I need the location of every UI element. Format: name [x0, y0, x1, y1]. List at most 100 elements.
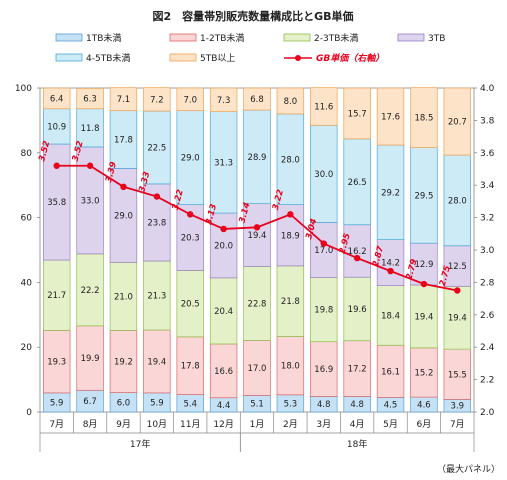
- data-label: 11.6: [314, 102, 333, 112]
- y-tick-label: 80: [21, 149, 33, 159]
- segment-labels: 5.9 19.3 21.7 35.8 10.9 6.4 6.7 19.9 22.2 33.0 11.…: [47, 94, 467, 411]
- data-label: 21.0: [114, 292, 133, 302]
- data-label: 29.5: [414, 191, 433, 201]
- y2-tick-label: 3.0: [480, 246, 495, 256]
- legend-swatch: [55, 53, 83, 62]
- bar-segment: [243, 87, 271, 111]
- data-label: 6.8: [250, 95, 264, 105]
- bar-segment: [410, 347, 438, 398]
- y-tick-label: 20: [21, 343, 33, 353]
- chart-title: 図2 容量帯別販売数量構成比とGB単価: [152, 9, 353, 23]
- bar-segment: [410, 87, 438, 148]
- y2-tick-label: 2.0: [480, 408, 495, 418]
- data-label: 10.9: [47, 122, 66, 132]
- data-label: 6.0: [117, 398, 131, 408]
- data-label: 19.8: [314, 306, 333, 316]
- data-label: 17.0: [314, 246, 333, 256]
- bar-segment: [143, 260, 171, 331]
- bar-segment: [209, 87, 238, 113]
- data-label: 19.6: [348, 305, 367, 315]
- data-label: 7.3: [217, 96, 231, 106]
- data-label: 3.9: [451, 402, 465, 412]
- data-label: 19.9: [81, 354, 100, 364]
- data-label: 7.1: [117, 95, 131, 105]
- legend-swatch: [55, 33, 83, 42]
- legend-label-gb: GB単価（右軸）: [316, 53, 384, 64]
- data-label: 20.4: [214, 307, 233, 317]
- data-label: 15.2: [414, 368, 433, 378]
- x-tick-label: 6月: [417, 419, 432, 430]
- data-label: 23.8: [147, 218, 166, 228]
- data-label: 20.3: [181, 234, 200, 244]
- x-tick-label: 7月: [450, 419, 465, 430]
- bar-segment: [42, 330, 71, 394]
- y2-tick-label: 2.2: [480, 376, 494, 386]
- bar-segment: [209, 277, 238, 345]
- year-label: 17年: [130, 438, 150, 450]
- data-label: 5.9: [150, 398, 164, 408]
- gb-line: 3.52 3.523.39 3.333.223.13 3.143.223.042.95…: [37, 140, 461, 294]
- data-label: 19.4: [414, 312, 433, 322]
- legend-swatch: [397, 33, 425, 42]
- data-label: 21.8: [281, 297, 300, 307]
- data-label: 6.7: [83, 397, 97, 407]
- bar-segment: [343, 276, 371, 342]
- legend-label: 1-2TB未満: [200, 32, 244, 44]
- data-label: 15.7: [348, 109, 367, 119]
- x-tick-label: 1月: [250, 419, 265, 430]
- x-tick-label: 3月: [316, 419, 331, 430]
- data-label: 19.4: [147, 357, 166, 367]
- bar-segment: [376, 344, 405, 398]
- bar-segment: [42, 87, 71, 110]
- legend-label: 2-3TB未満: [314, 32, 358, 44]
- bar-segment: [343, 340, 371, 397]
- data-label: 17.6: [381, 113, 400, 123]
- bar-segment: [42, 259, 71, 331]
- bar-segment: [410, 242, 438, 286]
- gb-point: [187, 211, 194, 218]
- bar-segment: [109, 261, 138, 331]
- legend-marker: [295, 55, 301, 61]
- data-label: 18.9: [281, 231, 300, 241]
- data-label: 20.0: [214, 241, 233, 251]
- data-label: 19.4: [448, 314, 467, 324]
- bar-segment: [176, 87, 204, 112]
- bar-segment: [209, 212, 238, 279]
- data-label: 16.2: [348, 247, 367, 257]
- legend-swatch: [283, 33, 311, 42]
- data-label: 4.8: [350, 400, 364, 410]
- bar-segment: [243, 203, 271, 267]
- data-label: 6.3: [83, 95, 97, 105]
- data-label: 7.2: [150, 95, 164, 105]
- bar-segment: [176, 270, 204, 338]
- y2-tick-label: 4.0: [480, 84, 495, 94]
- gb-point: [120, 183, 127, 191]
- bar-segment: [176, 110, 204, 205]
- data-label: 4.8: [317, 400, 331, 410]
- bar-segment: [176, 336, 204, 395]
- legend-swatch: [169, 53, 197, 62]
- data-label: 22.2: [81, 286, 100, 296]
- x-tick-label: 11月: [180, 419, 200, 430]
- x-tick-label: 4月: [350, 419, 365, 430]
- data-label: 4.6: [417, 401, 431, 411]
- data-label: 29.0: [181, 154, 200, 164]
- bar-segment: [443, 348, 472, 400]
- bar-segment: [310, 341, 338, 397]
- bar-segment: [376, 239, 405, 286]
- gb-point: [153, 193, 161, 200]
- data-label: 33.0: [81, 196, 100, 206]
- data-label: 31.3: [214, 158, 233, 168]
- data-label: 29.2: [381, 188, 400, 198]
- data-label: 6.4: [50, 94, 64, 104]
- data-label: 18.4: [381, 311, 400, 321]
- legend-label: 5TB以上: [200, 53, 235, 64]
- bar-segment: [343, 138, 371, 226]
- data-label: 19.2: [114, 357, 133, 367]
- data-label: 5.4: [183, 399, 197, 409]
- data-label: 15.5: [448, 370, 467, 380]
- y-tick-label: 100: [15, 84, 32, 94]
- gb-point: [253, 224, 261, 231]
- data-label: 20.5: [181, 300, 200, 310]
